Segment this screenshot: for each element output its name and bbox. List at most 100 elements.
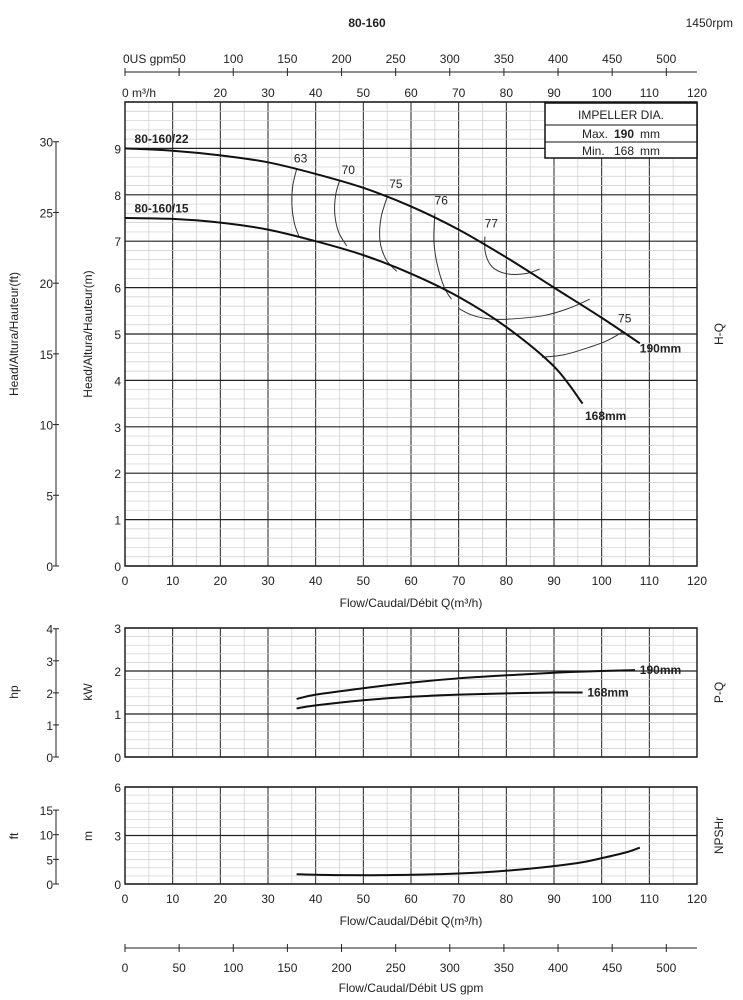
top-gpm-axis-label: 0US gpm — [123, 52, 173, 66]
ylabel-ft: Head/Altura/Hauteur(ft) — [7, 272, 21, 396]
gpm-tick-label: 250 — [386, 961, 406, 975]
y-tick-label: 7 — [114, 235, 121, 249]
gpm-tick-label: 450 — [602, 52, 622, 66]
gpm-tick-label: 150 — [277, 961, 297, 975]
impeller-max-value: 190 — [614, 127, 634, 141]
power-label-168mm: 168mm — [587, 686, 628, 700]
y-tick-label: 0 — [114, 878, 121, 892]
x-tick-label: 100 — [592, 574, 612, 588]
efficiency-curve — [433, 213, 452, 300]
gpm-tick-label: 100 — [223, 961, 243, 975]
m3h-tick-label: 100 — [592, 86, 612, 100]
y-tick-label: 1 — [114, 514, 121, 528]
plot-frame — [124, 786, 698, 885]
gpm-tick-label: 400 — [548, 52, 568, 66]
gpm-tick-label: 450 — [602, 961, 622, 975]
x-tick-label: 50 — [357, 574, 371, 588]
x-tick-label: 10 — [166, 574, 180, 588]
impeller-max-unit: mm — [640, 127, 660, 141]
m3h-tick-label: 110 — [640, 86, 659, 100]
power-curve-190mm — [296, 669, 636, 700]
x-axis-label: Flow/Caudal/Débit Q(m³/h) — [340, 596, 483, 610]
x-tick-label: 0 — [122, 892, 129, 906]
hp-tick-label: 1 — [46, 719, 53, 733]
efficiency-label: 63 — [294, 152, 308, 166]
efficiency-label: 70 — [342, 163, 356, 177]
efficiency-label: 76 — [435, 193, 449, 207]
x-tick-label: 30 — [261, 892, 275, 906]
efficiency-label: 75 — [389, 177, 403, 191]
curve-label-168mm: 168mm — [585, 409, 626, 423]
efficiency-curve — [379, 196, 398, 272]
y-tick-label: 3 — [114, 622, 121, 636]
chart-title: 80-160 — [348, 16, 386, 30]
gpm-tick-label: 350 — [494, 961, 514, 975]
y-tick-label: 1 — [114, 708, 121, 722]
curve-label-190mm: 190mm — [640, 342, 681, 356]
ft-tick-label: 30 — [40, 136, 54, 150]
y-tick-label: 3 — [114, 421, 121, 435]
gpm-tick-label: 200 — [332, 961, 352, 975]
x-tick-label: 40 — [309, 574, 323, 588]
x-tick-label: 120 — [687, 892, 707, 906]
efficiency-curve — [484, 236, 540, 275]
x-tick-label: 50 — [357, 892, 371, 906]
ft-tick-label: 15 — [40, 348, 54, 362]
ft-tick-label: 20 — [40, 277, 54, 291]
x-tick-label: 0 — [122, 574, 129, 588]
ylabel-kw: kW — [81, 683, 95, 701]
x-tick-label: 110 — [640, 574, 659, 588]
gpm-tick-label: 400 — [548, 961, 568, 975]
y-tick-label: 0 — [114, 751, 121, 765]
y-tick-label: 2 — [114, 665, 121, 679]
side-label: H-Q — [712, 323, 726, 345]
ylabel-m: m — [81, 831, 95, 841]
head-curve-168mm — [124, 217, 584, 405]
impeller-table-header: IMPELLER DIA. — [578, 108, 664, 122]
ylabel-m: Head/Altura/Hauteur(m) — [81, 270, 95, 397]
gpm-tick-label: 250 — [386, 52, 406, 66]
gpm-tick-label: 100 — [223, 52, 243, 66]
efficiency-curve — [291, 169, 300, 237]
x-tick-label: 100 — [592, 892, 612, 906]
x-tick-label: 60 — [404, 574, 418, 588]
x-axis-label: Flow/Caudal/Débit Q(m³/h) — [340, 914, 483, 928]
y-tick-label: 2 — [114, 467, 121, 481]
m3h-tick-label: 20 — [214, 86, 228, 100]
speed-label: 1450rpm — [686, 16, 733, 30]
hp-tick-label: 2 — [46, 687, 53, 701]
x-tick-label: 70 — [452, 574, 466, 588]
y-tick-label: 3 — [114, 830, 121, 844]
m3h-tick-label: 120 — [687, 86, 707, 100]
efficiency-curve — [334, 180, 348, 247]
efficiency-label: 77 — [485, 217, 499, 231]
y-tick-label: 8 — [114, 189, 121, 203]
y-tick-label: 9 — [114, 142, 121, 156]
x-tick-label: 90 — [547, 892, 561, 906]
m3h-tick-label: 90 — [547, 86, 561, 100]
impeller-min-value: 168 — [614, 144, 634, 158]
x-tick-label: 80 — [500, 892, 514, 906]
x-tick-label: 120 — [687, 574, 707, 588]
y-tick-label: 6 — [114, 282, 121, 296]
m3h-tick-label: 50 — [357, 86, 371, 100]
y-tick-label: 5 — [114, 328, 121, 342]
x-tick-label: 40 — [309, 892, 323, 906]
impeller-max-label: Max. — [582, 127, 608, 141]
hp-tick-label: 0 — [46, 751, 53, 765]
m3h-tick-label: 30 — [261, 86, 275, 100]
efficiency-curve — [458, 298, 590, 320]
x-tick-label: 80 — [500, 574, 514, 588]
gpm-tick-label: 50 — [172, 961, 186, 975]
hp-tick-label: 4 — [46, 623, 53, 637]
npsh-curve — [296, 846, 641, 877]
x-tick-label: 110 — [640, 892, 659, 906]
ft-tick-label: 15 — [40, 804, 54, 818]
ft-tick-label: 10 — [40, 419, 54, 433]
efficiency-curve — [542, 331, 624, 358]
bottom-gpm-axis-label: Flow/Caudal/Débit US gpm — [339, 981, 484, 995]
x-tick-label: 70 — [452, 892, 466, 906]
x-tick-label: 60 — [404, 892, 418, 906]
side-label: P-Q — [712, 682, 726, 703]
plot-frame — [124, 101, 698, 567]
